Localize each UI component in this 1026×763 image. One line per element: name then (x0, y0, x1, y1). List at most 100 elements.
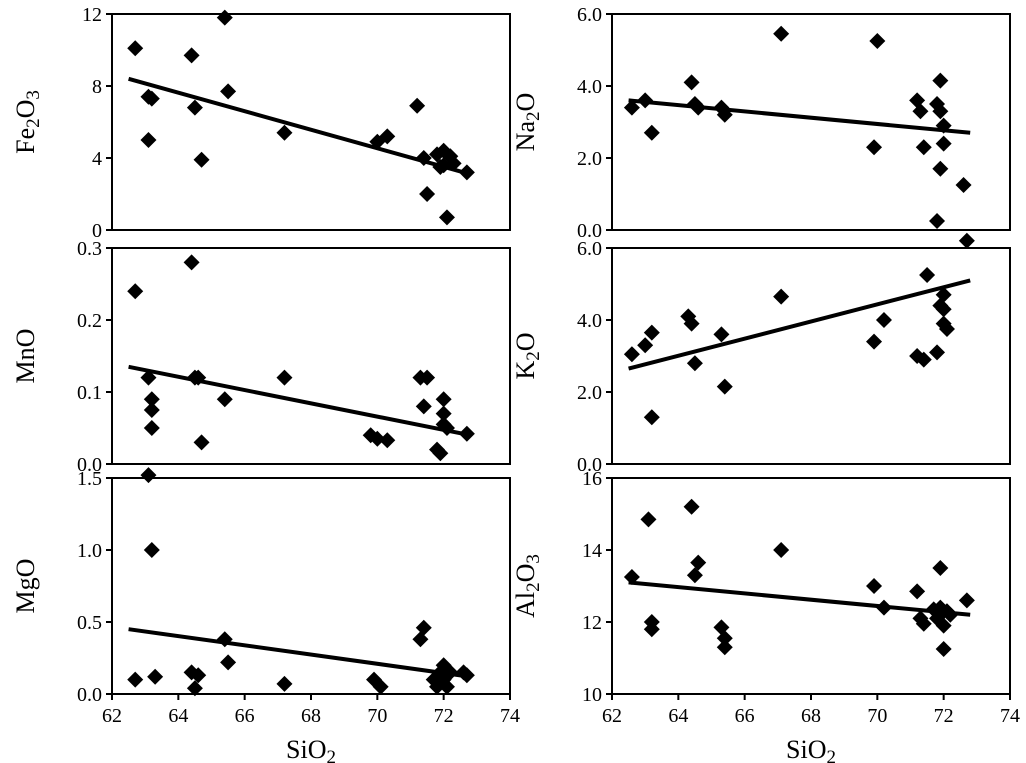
data-points (127, 9, 475, 226)
data-point (190, 667, 207, 684)
trend-line (128, 627, 471, 679)
x-tick-label: 72 (434, 705, 454, 727)
data-point (935, 301, 952, 318)
data-point (127, 283, 144, 300)
data-point (773, 288, 790, 305)
data-point (415, 150, 432, 166)
y-tick-label: 0.3 (77, 238, 102, 260)
data-points (127, 467, 475, 697)
data-point (938, 321, 955, 337)
panel-fe2o3: 0 4 8 12 Fe2O3 (11, 4, 511, 242)
data-point (643, 324, 660, 341)
data-point (438, 678, 455, 695)
data-point (637, 337, 654, 354)
y-tick-label: 10 (582, 684, 602, 706)
x-tick-label: 68 (301, 705, 321, 727)
data-point (942, 606, 959, 623)
y-axis-title: MnO (11, 329, 40, 384)
data-points (623, 25, 972, 229)
x-tick-label: 66 (235, 705, 255, 727)
data-point (432, 445, 449, 462)
data-point (419, 369, 436, 386)
data-point (773, 25, 790, 42)
data-point (216, 631, 233, 648)
data-point (866, 333, 883, 350)
plot-border (611, 247, 1011, 465)
trend-line (128, 364, 471, 438)
data-point (193, 151, 210, 168)
data-point (875, 599, 892, 616)
data-point (637, 92, 654, 109)
data-point (643, 124, 660, 141)
data-point (143, 402, 160, 418)
data-point (412, 631, 429, 648)
data-point (686, 567, 703, 584)
data-point (932, 560, 949, 576)
data-point (458, 425, 475, 442)
x-axis-title: SiO2 (786, 735, 836, 763)
trend-line (628, 98, 971, 135)
data-point (935, 286, 952, 303)
data-point (220, 83, 237, 100)
panel-na2o: 0.0 2.0 4.0 6.0 Na2O (511, 4, 1011, 242)
data-point (415, 619, 432, 636)
data-point (372, 678, 389, 695)
x-tick-label: 74 (1000, 705, 1020, 727)
data-point (143, 420, 160, 436)
data-point (915, 139, 932, 156)
data-point (713, 326, 730, 343)
y-tick-label: 16 (582, 468, 602, 490)
y-tick-label: 0.0 (577, 454, 602, 476)
data-point (866, 139, 883, 156)
trend-line (628, 580, 971, 617)
data-point (773, 542, 790, 558)
y-tick-label: 0.5 (77, 612, 102, 634)
data-point (958, 232, 975, 249)
data-point (147, 668, 164, 685)
data-point (929, 344, 946, 361)
x-tick-label: 68 (801, 705, 821, 727)
x-tick-label: 64 (168, 705, 188, 727)
y-tick-label: 4.0 (577, 76, 602, 98)
x-tick-label: 70 (867, 705, 887, 727)
y-axis-title: Na2O (511, 93, 544, 152)
data-point (683, 315, 700, 332)
data-point (458, 164, 475, 181)
data-point (379, 128, 396, 145)
y-tick-label: 0.2 (77, 310, 102, 332)
x-tick-label: 62 (602, 705, 622, 727)
data-point (683, 74, 700, 91)
plot-border (611, 13, 1011, 231)
data-point (143, 391, 160, 408)
data-point (919, 267, 936, 283)
data-point (409, 97, 426, 114)
x-tick-label: 62 (102, 705, 122, 727)
data-point (935, 617, 952, 634)
data-point (183, 254, 200, 271)
y-tick-label: 0.0 (77, 454, 102, 476)
data-point (932, 160, 949, 177)
y-tick-label: 0.0 (577, 220, 602, 242)
data-point (143, 90, 160, 107)
y-tick-label: 4 (92, 148, 102, 170)
data-point (216, 391, 233, 408)
data-point (435, 405, 452, 422)
data-point (220, 654, 237, 671)
data-point (140, 467, 157, 484)
data-point (929, 213, 946, 229)
x-tick-label: 72 (934, 705, 954, 727)
data-points (623, 232, 975, 426)
data-point (140, 369, 157, 386)
data-point (912, 103, 929, 120)
y-tick-label: 8 (92, 76, 102, 98)
data-point (716, 378, 733, 395)
data-point (127, 40, 144, 57)
data-point (186, 680, 203, 697)
data-point (216, 9, 233, 26)
data-point (915, 351, 932, 368)
y-tick-label: 0.1 (77, 382, 102, 404)
panel-k2o: 0.0 2.0 4.0 6.0 K2O (511, 232, 1011, 476)
data-point (935, 641, 952, 657)
y-tick-label: 1.0 (77, 540, 102, 562)
